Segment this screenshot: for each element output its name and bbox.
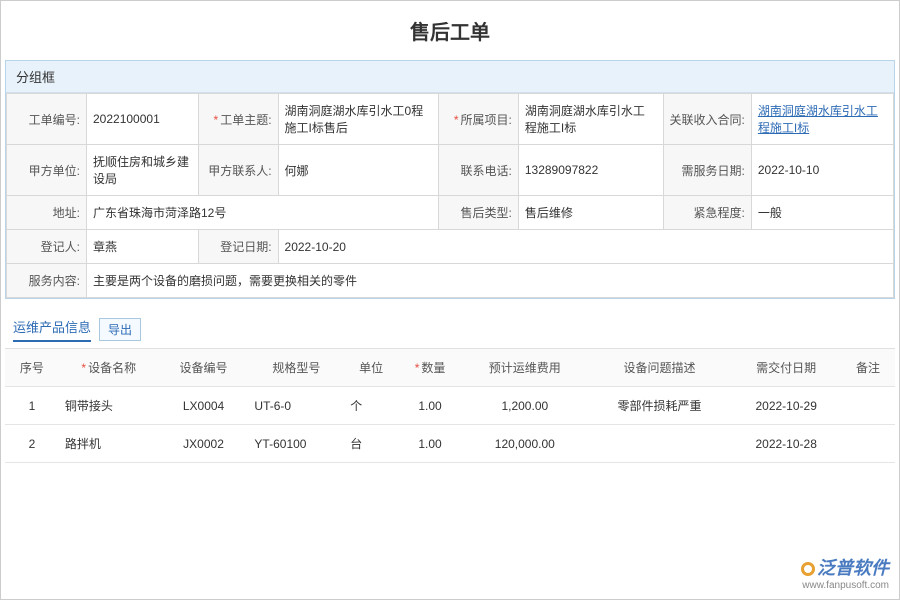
subject-label: 工单主题:	[214, 113, 272, 127]
cell-remark	[841, 387, 895, 425]
cell-name: 路拌机	[59, 425, 159, 463]
cell-due: 2022-10-29	[731, 387, 841, 425]
address-value: 广东省珠海市菏泽路12号	[87, 196, 439, 230]
page-title: 售后工单	[1, 1, 899, 60]
logo-ring-icon	[801, 562, 815, 576]
order-no-label: 工单编号:	[7, 94, 87, 145]
product-tab[interactable]: 运维产品信息	[13, 317, 91, 342]
party-a-value: 抚顺住房和城乡建设局	[87, 145, 199, 196]
urgency-value: 一般	[751, 196, 893, 230]
product-table: 序号 设备名称 设备编号 规格型号 单位 数量 预计运维费用 设备问题描述 需交…	[5, 349, 895, 463]
urgency-label: 紧急程度:	[663, 196, 751, 230]
cell-remark	[841, 425, 895, 463]
form-row-4: 登记人: 章燕 登记日期: 2022-10-20	[7, 230, 894, 264]
form-table: 工单编号: 2022100001 工单主题: 湖南洞庭湖水库引水工0程施工I标售…	[6, 93, 894, 298]
contract-label: 关联收入合同:	[663, 94, 751, 145]
col-qty: 数量	[415, 361, 446, 375]
cell-cost: 1,200.00	[462, 387, 588, 425]
cell-qty: 1.00	[398, 425, 462, 463]
contact-label: 甲方联系人:	[198, 145, 278, 196]
contact-value: 何娜	[278, 145, 438, 196]
reg-date-value: 2022-10-20	[278, 230, 893, 264]
product-section-header: 运维产品信息 导出	[5, 309, 895, 349]
form-row-3: 地址: 广东省珠海市菏泽路12号 售后类型: 售后维修 紧急程度: 一般	[7, 196, 894, 230]
order-no-value: 2022100001	[87, 94, 199, 145]
form-row-5: 服务内容: 主要是两个设备的磨损问题，需要更换相关的零件	[7, 264, 894, 298]
cell-cost: 120,000.00	[462, 425, 588, 463]
registrant-label: 登记人:	[7, 230, 87, 264]
table-row[interactable]: 1铜带接头LX0004UT-6-0个1.001,200.00零部件损耗严重202…	[5, 387, 895, 425]
cell-code: LX0004	[159, 387, 249, 425]
service-date-value: 2022-10-10	[751, 145, 893, 196]
col-cost: 预计运维费用	[462, 349, 588, 387]
form-row-1: 工单编号: 2022100001 工单主题: 湖南洞庭湖水库引水工0程施工I标售…	[7, 94, 894, 145]
project-label: 所属项目:	[454, 113, 512, 127]
cell-code: JX0002	[159, 425, 249, 463]
col-problem: 设备问题描述	[588, 349, 732, 387]
party-a-label: 甲方单位:	[7, 145, 87, 196]
content-label: 服务内容:	[7, 264, 87, 298]
watermark: 泛普软件 www.fanpusoft.com	[801, 554, 889, 591]
form-groupbox: 分组框 工单编号: 2022100001 工单主题: 湖南洞庭湖水库引水工0程施…	[5, 60, 895, 299]
subject-value: 湖南洞庭湖水库引水工0程施工I标售后	[278, 94, 438, 145]
col-code: 设备编号	[159, 349, 249, 387]
project-value: 湖南洞庭湖水库引水工程施工I标	[518, 94, 663, 145]
col-due: 需交付日期	[731, 349, 841, 387]
type-value: 售后维修	[518, 196, 663, 230]
service-date-label: 需服务日期:	[663, 145, 751, 196]
col-remark: 备注	[841, 349, 895, 387]
app-container: 售后工单 分组框 工单编号: 2022100001 工单主题: 湖南洞庭湖水库引…	[0, 0, 900, 600]
cell-problem: 零部件损耗严重	[588, 387, 732, 425]
col-seq: 序号	[5, 349, 59, 387]
content-value: 主要是两个设备的磨损问题，需要更换相关的零件	[87, 264, 894, 298]
groupbox-title: 分组框	[6, 61, 894, 93]
cell-name: 铜带接头	[59, 387, 159, 425]
reg-date-label: 登记日期:	[198, 230, 278, 264]
cell-seq: 2	[5, 425, 59, 463]
product-table-header: 序号 设备名称 设备编号 规格型号 单位 数量 预计运维费用 设备问题描述 需交…	[5, 349, 895, 387]
cell-unit: 台	[344, 425, 398, 463]
cell-due: 2022-10-28	[731, 425, 841, 463]
phone-label: 联系电话:	[438, 145, 518, 196]
phone-value: 13289097822	[518, 145, 663, 196]
cell-seq: 1	[5, 387, 59, 425]
cell-spec: YT-60100	[248, 425, 344, 463]
col-spec: 规格型号	[248, 349, 344, 387]
cell-qty: 1.00	[398, 387, 462, 425]
export-button[interactable]: 导出	[99, 318, 141, 341]
type-label: 售后类型:	[438, 196, 518, 230]
address-label: 地址:	[7, 196, 87, 230]
contract-link[interactable]: 湖南洞庭湖水库引水工程施工I标	[758, 104, 878, 135]
col-name: 设备名称	[81, 361, 136, 375]
col-unit: 单位	[344, 349, 398, 387]
watermark-brand: 泛普软件	[801, 554, 889, 580]
cell-spec: UT-6-0	[248, 387, 344, 425]
cell-problem	[588, 425, 732, 463]
table-row[interactable]: 2路拌机JX0002YT-60100台1.00120,000.00 2022-10…	[5, 425, 895, 463]
watermark-url: www.fanpusoft.com	[801, 580, 889, 591]
form-row-2: 甲方单位: 抚顺住房和城乡建设局 甲方联系人: 何娜 联系电话: 1328909…	[7, 145, 894, 196]
cell-unit: 个	[344, 387, 398, 425]
registrant-value: 章燕	[87, 230, 199, 264]
